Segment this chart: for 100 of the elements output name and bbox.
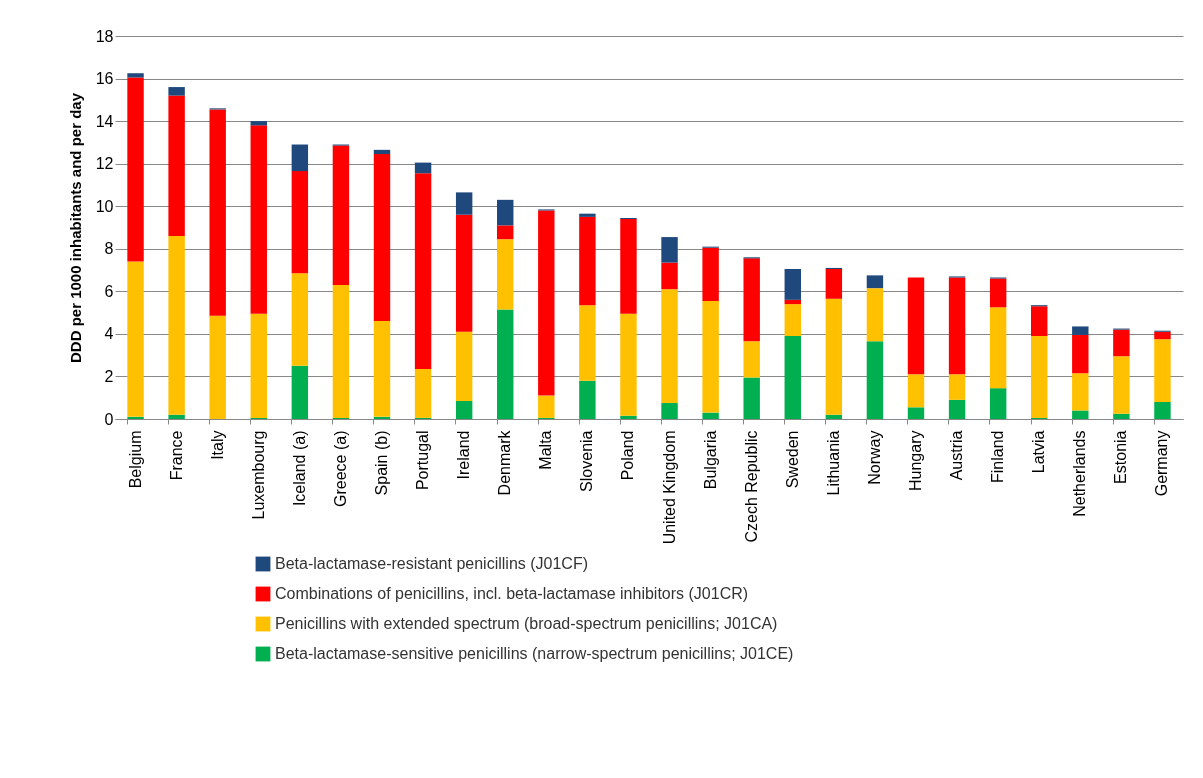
x-tick-label: Poland [619,430,637,481]
y-tick-label: 14 [95,112,114,130]
bar [948,399,966,419]
y-tick-label: 18 [95,27,114,45]
bar [620,218,637,314]
bar [1072,373,1089,411]
bar [579,305,596,381]
bar [661,289,678,404]
bar [291,273,309,366]
bar [1072,326,1089,335]
x-tick-label: Ireland [455,430,473,480]
y-tick-label: 2 [104,367,114,385]
bar [620,313,637,416]
bar [127,77,144,262]
bar [948,277,966,375]
x-tick-label: Latvia [1030,430,1048,474]
bar [291,144,309,172]
x-tick-label: France [167,430,185,481]
bar [1154,331,1171,340]
bar [250,121,267,126]
bar [497,309,514,419]
bar [538,395,555,418]
x-tick-label: Lithuania [824,430,842,496]
bar [702,412,719,419]
x-tick-label: Netherlands [1071,430,1089,517]
y-tick-label: 10 [95,197,114,215]
bar [989,307,1007,389]
bar [743,341,760,378]
bar [497,225,514,240]
bar [1072,334,1089,374]
bar [1113,413,1130,419]
x-tick-label: Finland [989,430,1007,483]
x-tick-label: Spain (b) [373,430,390,496]
bar [579,216,596,306]
bar [743,377,760,419]
x-tick-label: Estonia [1112,430,1130,484]
bar [373,154,391,322]
bar [579,213,596,217]
bar [455,331,473,401]
x-tick-label: Sweden [783,430,801,489]
bar [907,407,925,419]
bar [784,299,801,305]
x-tick-label: Portugal [414,430,432,491]
bar [907,277,925,375]
y-tick-label: 12 [95,155,114,173]
bar [825,268,843,299]
bar [414,369,432,418]
bar [1031,336,1048,418]
bar [455,214,473,332]
bar [455,192,473,215]
bar [209,109,226,316]
bar [866,341,884,419]
bar [661,237,678,263]
x-tick-label: United Kingdom [660,430,678,545]
bar [127,261,144,417]
bar [948,374,966,400]
y-tick-label: 4 [104,325,114,343]
bar [1113,329,1130,357]
x-tick-label: Germany [1153,430,1171,497]
legend-label: Penicillins with extended spectrum (broad-spectrum penicillins; J01CA) [275,615,778,632]
x-tick-label: Hungary [907,430,924,491]
bar [497,239,514,310]
legend-label: Beta-lactamase-sensitive penicillins (narrow-spectrum penicillins; J01CE) [275,645,794,662]
bar [1072,410,1089,419]
bar [907,374,925,408]
bar [373,321,391,417]
x-tick-label: Bulgaria [701,430,719,490]
bar [127,416,144,419]
bar [250,125,267,314]
bar [168,95,185,237]
x-tick-label: Iceland (a) [290,430,308,507]
bar [250,313,267,418]
bar [455,400,473,419]
bar [1113,356,1130,414]
bar [784,268,801,300]
x-tick-label: Austria [948,430,966,481]
bar [497,199,514,226]
bar [1154,401,1171,419]
x-tick-label: Czech Republic [742,430,760,543]
y-tick-label: 6 [104,282,114,300]
bar [373,416,391,419]
x-tick-label: Greece (a) [331,430,349,507]
bar [414,162,432,174]
bar [743,258,760,342]
bar [989,278,1007,308]
x-tick-label: Luxembourg [249,430,267,520]
bar [168,87,185,96]
x-tick-label: Italy [208,430,226,460]
y-tick-label: 0 [104,410,114,428]
bar [702,247,719,301]
bar [866,288,884,342]
bar [168,236,185,415]
bar [784,304,801,337]
bar [168,414,185,419]
x-tick-label: Denmark [496,429,514,496]
bar [291,365,309,419]
x-tick-label: Belgium [126,430,144,489]
bar [866,275,884,289]
bar [661,262,678,290]
bar [620,415,637,419]
